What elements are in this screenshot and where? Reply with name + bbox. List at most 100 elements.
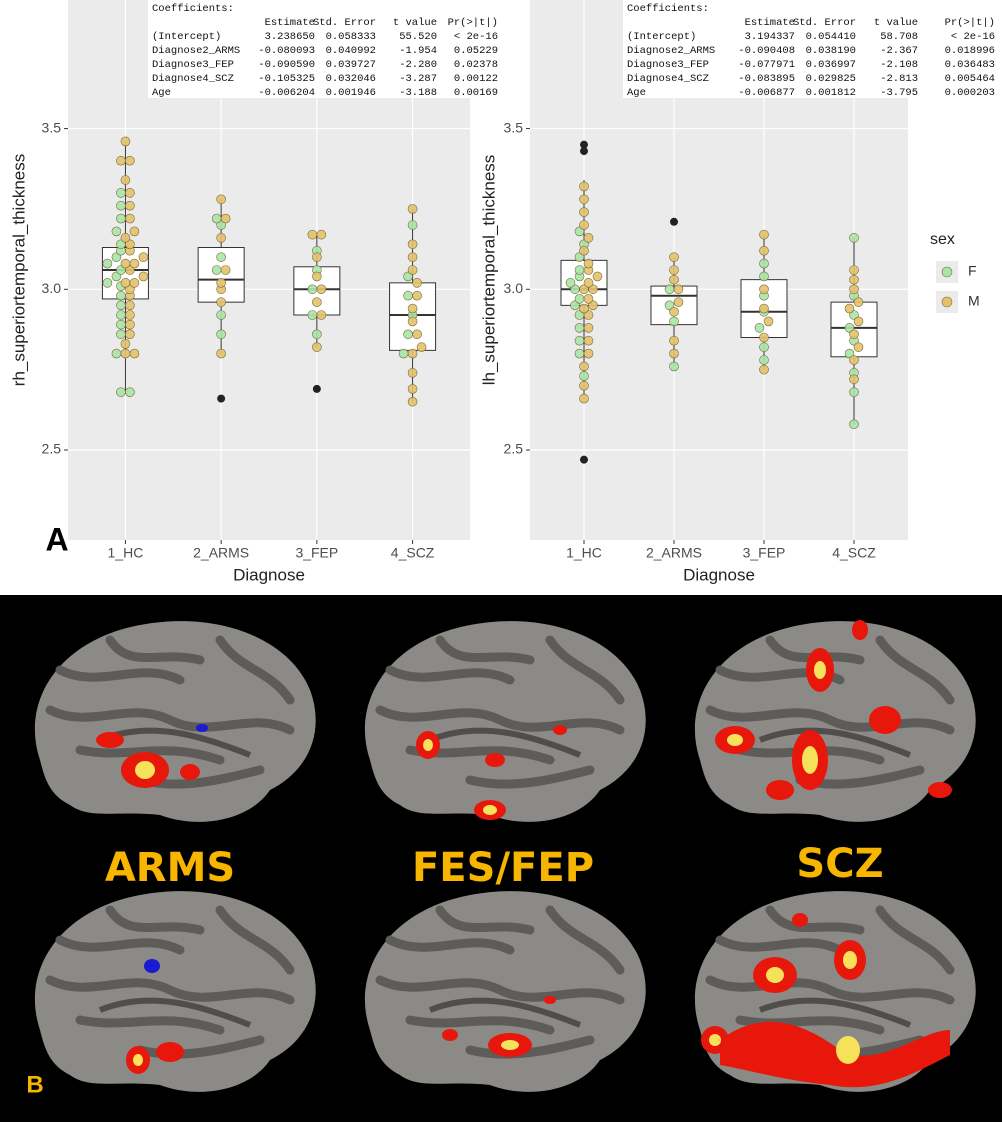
coef-cell: 0.02378 [454, 59, 498, 71]
coef-cell: Diagnose4_SCZ [152, 73, 234, 85]
dot [583, 258, 594, 269]
brain-images [35, 620, 976, 1092]
dot [579, 393, 589, 404]
x-axis-title: Diagnose [233, 565, 305, 584]
coef-cell: 0.001812 [806, 87, 856, 99]
dot [216, 278, 226, 288]
dot [759, 303, 769, 314]
coef-header: Std. Error [793, 17, 856, 29]
x-tick-label: 2_ARMS [646, 545, 702, 561]
outlier [580, 140, 588, 149]
dot [849, 265, 859, 275]
dot [849, 355, 859, 365]
x-tick-label: 3_FEP [295, 545, 338, 561]
dot [759, 284, 769, 295]
dot [669, 316, 679, 327]
coef-cell: (Intercept) [627, 31, 696, 43]
dot [125, 188, 135, 198]
dot [403, 290, 413, 301]
dot [216, 252, 226, 262]
dot [759, 245, 769, 256]
coef-header: Std. Error [313, 17, 376, 29]
coef-cell: 0.000203 [945, 87, 995, 99]
dot [412, 290, 422, 301]
dot [565, 278, 576, 288]
coef-cell: Diagnose2_ARMS [152, 45, 240, 57]
coef-cell: 0.018996 [945, 45, 995, 57]
coef-cell: Diagnose3_FEP [627, 59, 709, 71]
coef-cell: 0.040992 [326, 45, 376, 57]
dot [312, 271, 322, 282]
coef-cell: Age [152, 87, 171, 99]
dot [111, 348, 122, 359]
dot [129, 226, 140, 237]
dot [120, 339, 131, 349]
legend-swatch [941, 296, 953, 308]
dot [669, 335, 679, 346]
y-tick-label: 3.5 [42, 119, 62, 135]
dot [403, 329, 413, 340]
coef-cell: 3.194337 [745, 31, 795, 43]
dot [579, 220, 589, 230]
coef-table-bg [148, 0, 500, 98]
dot [579, 371, 589, 381]
dot [849, 233, 859, 243]
dot [412, 278, 422, 288]
coef-cell: (Intercept) [152, 31, 221, 43]
coef-cell: Age [627, 87, 646, 99]
coef-cell: -2.367 [880, 45, 918, 57]
coef-cell: -2.813 [880, 73, 918, 85]
y-axis-title: rh_superiortemporal_thickness [9, 154, 28, 386]
y-tick-label: 3.0 [42, 280, 62, 296]
dot [316, 229, 327, 240]
dot [312, 297, 322, 307]
coef-cell: -0.090408 [738, 45, 795, 57]
dot [120, 175, 131, 185]
dot [307, 229, 318, 240]
legend-label: M [968, 293, 980, 309]
dot [412, 329, 422, 340]
coef-header: Estimate [265, 17, 315, 29]
coef-header: Estimate [745, 17, 795, 29]
x-tick-label: 2_ARMS [193, 545, 249, 561]
coef-title: Coefficients: [627, 3, 709, 15]
dot [216, 194, 226, 205]
dot [579, 361, 589, 372]
dot [407, 204, 418, 214]
panel-label: B [26, 1071, 43, 1098]
dot [763, 316, 774, 327]
coef-cell: -0.090590 [258, 59, 315, 71]
y-tick-label: 3.0 [504, 280, 524, 296]
dot [673, 284, 684, 295]
coef-cell: 0.029825 [806, 73, 856, 85]
y-axis-title: lh_superiortemporal_thickness [479, 155, 498, 386]
dot [216, 348, 226, 359]
dot [579, 207, 589, 217]
dot [120, 278, 131, 288]
dot [216, 310, 226, 320]
dot [407, 384, 418, 394]
coef-cell: -1.954 [399, 45, 437, 57]
dot [216, 329, 226, 340]
dot [669, 252, 679, 262]
coef-cell: -0.083895 [738, 73, 795, 85]
dot [592, 271, 603, 282]
dot [211, 213, 222, 224]
dot [759, 355, 769, 365]
dot [669, 306, 679, 317]
coef-cell: 0.036483 [945, 59, 995, 71]
x-axis-title: Diagnose [683, 565, 755, 584]
dot [129, 278, 140, 288]
dot [138, 271, 149, 282]
dot [138, 252, 149, 262]
dot [312, 252, 322, 262]
coef-cell: < 2e-16 [951, 31, 995, 43]
dot [116, 200, 126, 211]
coef-cell: -3.188 [399, 87, 437, 99]
dot [116, 319, 126, 330]
coef-cell: 0.001946 [326, 87, 376, 99]
dot [407, 368, 418, 378]
coef-cell: 3.238650 [265, 31, 315, 43]
